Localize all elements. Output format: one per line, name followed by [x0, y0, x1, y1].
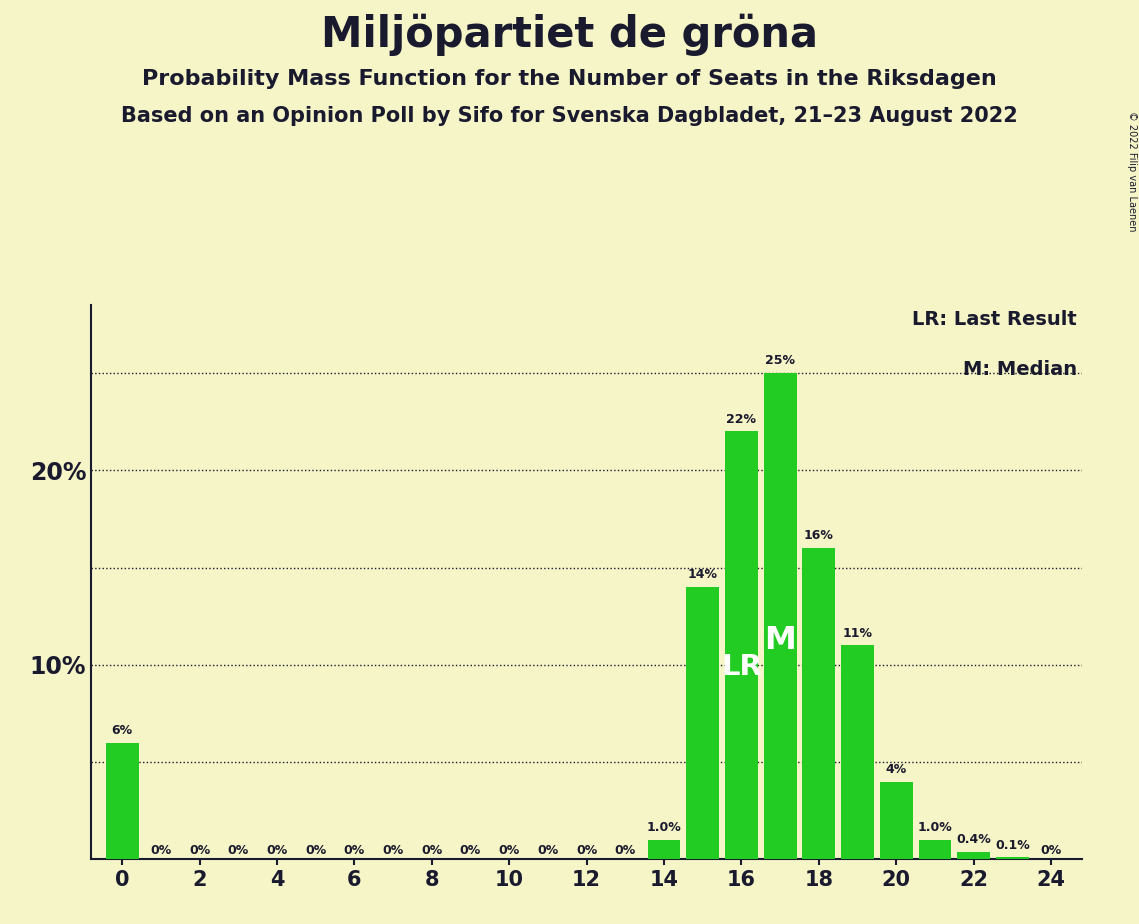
Bar	[687, 587, 719, 859]
Bar	[841, 645, 874, 859]
Text: 22%: 22%	[727, 412, 756, 426]
Bar	[879, 782, 912, 859]
Text: 0%: 0%	[538, 845, 558, 857]
Text: 0.1%: 0.1%	[995, 839, 1030, 852]
Text: 25%: 25%	[765, 354, 795, 367]
Text: 0%: 0%	[460, 845, 481, 857]
Text: 0%: 0%	[189, 845, 210, 857]
Text: 0%: 0%	[383, 845, 403, 857]
Bar	[724, 432, 757, 859]
Text: Probability Mass Function for the Number of Seats in the Riksdagen: Probability Mass Function for the Number…	[142, 69, 997, 90]
Text: 0%: 0%	[150, 845, 172, 857]
Bar	[648, 840, 680, 859]
Text: 1.0%: 1.0%	[918, 821, 952, 834]
Bar	[918, 840, 951, 859]
Text: 0%: 0%	[576, 845, 597, 857]
Text: M: Median: M: Median	[962, 360, 1077, 380]
Text: LR: Last Result: LR: Last Result	[912, 310, 1077, 330]
Text: 0%: 0%	[499, 845, 519, 857]
Text: 0%: 0%	[228, 845, 248, 857]
Bar	[802, 548, 835, 859]
Bar	[106, 743, 139, 859]
Text: 0.4%: 0.4%	[957, 833, 991, 845]
Text: 6%: 6%	[112, 723, 132, 736]
Text: 11%: 11%	[843, 626, 872, 639]
Text: 16%: 16%	[804, 529, 834, 542]
Bar	[763, 373, 796, 859]
Text: 0%: 0%	[305, 845, 326, 857]
Text: 0%: 0%	[267, 845, 287, 857]
Text: 0%: 0%	[344, 845, 364, 857]
Text: Miljöpartiet de gröna: Miljöpartiet de gröna	[321, 14, 818, 56]
Text: 0%: 0%	[421, 845, 442, 857]
Text: 14%: 14%	[688, 568, 718, 581]
Text: Based on an Opinion Poll by Sifo for Svenska Dagbladet, 21–23 August 2022: Based on an Opinion Poll by Sifo for Sve…	[121, 106, 1018, 127]
Text: 0%: 0%	[615, 845, 636, 857]
Bar	[995, 857, 1029, 859]
Text: 0%: 0%	[1040, 845, 1062, 857]
Text: LR: LR	[721, 652, 762, 681]
Text: M: M	[764, 625, 796, 656]
Text: © 2022 Filip van Laenen: © 2022 Filip van Laenen	[1126, 111, 1137, 231]
Bar	[957, 852, 990, 859]
Text: 4%: 4%	[886, 762, 907, 775]
Text: 1.0%: 1.0%	[647, 821, 681, 834]
